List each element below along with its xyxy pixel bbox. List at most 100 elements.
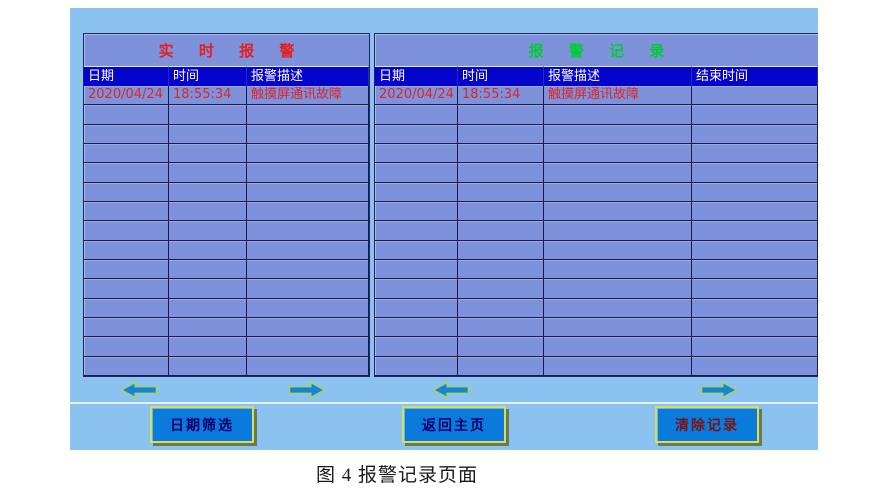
table-cell [169,105,247,125]
table-cell [169,240,247,260]
table-cell [544,182,692,202]
table-cell: 触摸屏通讯故障 [247,86,369,106]
history-scroll-left-button[interactable] [432,379,470,401]
toolbar-divider [70,402,818,404]
table-cell [692,356,818,376]
alarm-history-table: 报 警 记 录 日期 时间 报警描述 结束时间 2020/04/24 18:55:34 触摸… [374,33,818,377]
table-cell [458,260,544,280]
arrow-left-icon [120,381,158,399]
realtime-alarm-title: 实 时 报 警 [158,42,305,60]
table-cell [375,163,458,183]
back-home-button[interactable]: 返回主页 [402,406,506,443]
table-cell [247,240,369,260]
table-cell [458,240,544,260]
table-cell [458,318,544,338]
column-header: 结束时间 [692,66,818,86]
table-cell [692,240,818,260]
table-cell [247,337,369,357]
table-cell [375,298,458,318]
clear-records-button[interactable]: 清除记录 [655,406,759,443]
table-cell [375,124,458,144]
arrow-right-icon [700,381,738,399]
table-cell [169,337,247,357]
table-cell [692,318,818,338]
table-cell [544,221,692,241]
table-cell [247,182,369,202]
table-cell [458,202,544,222]
table-cell [544,240,692,260]
realtime-alarm-grid: 日期 时间 报警描述 2020/04/24 18:55:34 触摸屏通讯故障 [84,66,369,376]
table-cell [84,279,169,299]
table-cell: 18:55:34 [169,86,247,106]
table-cell [692,105,818,125]
date-filter-button[interactable]: 日期筛选 [150,406,254,443]
table-cell: 触摸屏通讯故障 [544,86,692,106]
table-cell [458,163,544,183]
table-cell [544,163,692,183]
table-cell [458,182,544,202]
table-cell [247,202,369,222]
table-cell [692,144,818,164]
table-cell [84,182,169,202]
column-header: 时间 [169,66,247,86]
realtime-scroll-left-button[interactable] [120,379,158,401]
table-cell [692,182,818,202]
table-cell [169,182,247,202]
table-cell [247,318,369,338]
table-cell [544,298,692,318]
history-scroll-right-button[interactable] [700,379,738,401]
table-cell [375,240,458,260]
table-cell [458,337,544,357]
column-header: 日期 [84,66,169,86]
column-header: 报警描述 [544,66,692,86]
table-cell [375,356,458,376]
table-cell [458,221,544,241]
table-cell [84,356,169,376]
table-cell [84,105,169,125]
table-cell [247,105,369,125]
table-cell [544,260,692,280]
table-cell [544,356,692,376]
realtime-alarm-table: 实 时 报 警 日期 时间 报警描述 2020/04/24 18:55:34 触摸屏通讯故… [83,33,370,377]
table-cell [375,144,458,164]
table-cell [692,124,818,144]
table-cell [544,144,692,164]
table-cell [84,163,169,183]
table-cell [458,144,544,164]
table-cell [247,124,369,144]
table-cell [375,260,458,280]
table-cell [458,298,544,318]
realtime-scroll-right-button[interactable] [288,379,326,401]
table-cell [375,221,458,241]
table-cell: 18:55:34 [458,86,544,106]
table-cell: 2020/04/24 [375,86,458,106]
arrow-right-icon [288,381,326,399]
table-cell [692,337,818,357]
table-cell [692,163,818,183]
table-cell [84,221,169,241]
table-cell [692,86,818,106]
table-cell [169,318,247,338]
table-cell [544,318,692,338]
table-cell [169,298,247,318]
table-cell [84,337,169,357]
table-cell [84,318,169,338]
table-cell [169,144,247,164]
table-cell [375,337,458,357]
table-cell [544,105,692,125]
table-cell [692,298,818,318]
table-cell [247,221,369,241]
table-cell [84,124,169,144]
table-cell [247,144,369,164]
column-header: 日期 [375,66,458,86]
alarm-history-grid: 日期 时间 报警描述 结束时间 2020/04/24 18:55:34 触摸屏通讯故障 [375,66,818,376]
table-cell [544,202,692,222]
table-cell [84,298,169,318]
table-cell [544,337,692,357]
table-cell [84,202,169,222]
table-cell [84,240,169,260]
table-cell [247,356,369,376]
table-cell [375,318,458,338]
alarm-record-screen: 实 时 报 警 日期 时间 报警描述 2020/04/24 18:55:34 触摸屏通讯故… [70,8,818,450]
table-cell [458,279,544,299]
